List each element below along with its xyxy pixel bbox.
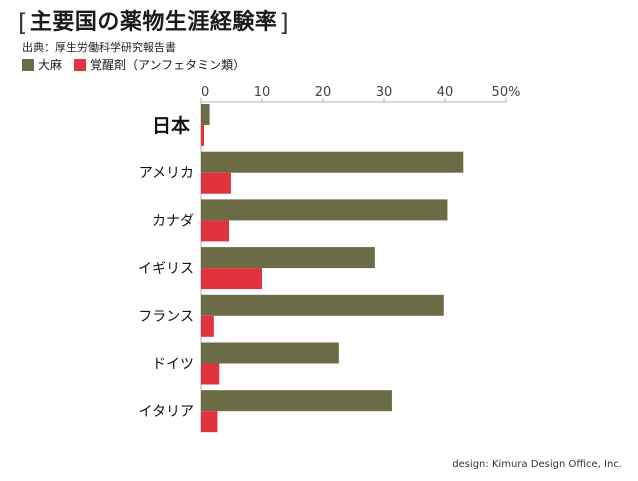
x-tick-label-50: 50%	[492, 85, 521, 100]
category-label-3: イギリス	[138, 261, 194, 277]
category-label-4: フランス	[138, 309, 194, 325]
bar-amphetamine-0	[201, 125, 205, 146]
bar-amphetamine-4	[201, 315, 214, 337]
category-label-6: イタリア	[139, 404, 194, 420]
bar-cannabis-2	[201, 199, 448, 221]
bar-cannabis-0	[201, 104, 210, 125]
chart-title: [ 主要国の薬物生涯経験率 ]	[16, 9, 291, 37]
legend-label-cannabis: 大麻	[38, 58, 63, 72]
bar-cannabis-6	[201, 390, 392, 412]
legend-label-amphetamine: 覚醒剤（アンフェタミン類）	[90, 58, 246, 72]
bar-cannabis-4	[201, 294, 444, 316]
title-open-bracket: [	[18, 9, 28, 37]
bar-amphetamine-5	[201, 363, 220, 385]
bar-cannabis-1	[201, 151, 464, 173]
bar-amphetamine-3	[201, 268, 262, 290]
bar-amphetamine-2	[201, 220, 230, 242]
design-credit: design: Kimura Design Office, Inc.	[452, 459, 622, 470]
bar-cannabis-3	[201, 247, 375, 269]
category-label-1: アメリカ	[139, 166, 194, 182]
x-tick-label-20: 20	[315, 85, 332, 100]
x-tick-label-0: 0	[201, 85, 209, 100]
legend-item-amphetamine: 覚醒剤（アンフェタミン類）	[74, 56, 245, 73]
chart-source: 出典：厚生労働科学研究報告書	[22, 41, 176, 54]
bar-cannabis-5	[201, 342, 339, 364]
bar-amphetamine-1	[201, 172, 231, 194]
chart-title-text: 主要国の薬物生涯経験率	[29, 10, 278, 35]
title-close-bracket: ]	[279, 9, 290, 37]
bar-amphetamine-6	[201, 411, 218, 433]
x-tick-label-40: 40	[437, 85, 454, 100]
category-label-2: カナダ	[152, 213, 194, 229]
x-tick-label-10: 10	[254, 85, 271, 100]
legend: 大麻 覚醒剤（アンフェタミン類）	[22, 56, 257, 73]
category-label-5: ドイツ	[152, 357, 194, 373]
x-tick-label-30: 30	[376, 85, 393, 100]
legend-item-cannabis: 大麻	[22, 56, 62, 73]
category-label-0: 日本	[152, 114, 190, 137]
legend-swatch-amphetamine	[74, 58, 87, 71]
legend-swatch-cannabis	[22, 58, 34, 71]
